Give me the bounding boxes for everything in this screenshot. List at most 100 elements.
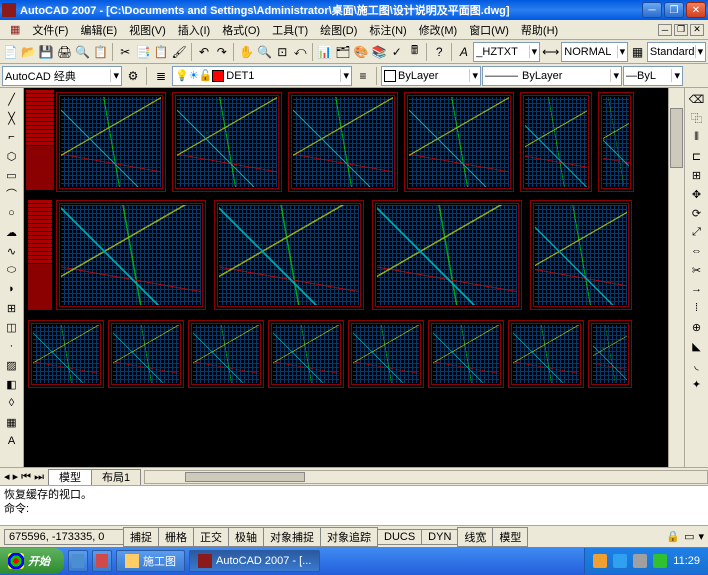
dimstyle-icon[interactable]: ⟷	[541, 42, 560, 62]
move-icon[interactable]: ✥	[687, 185, 707, 203]
tray-icon-2[interactable]	[613, 554, 627, 568]
doc-minimize[interactable]: ─	[658, 24, 672, 36]
erase-icon[interactable]: ⌫	[687, 90, 707, 108]
chamfer-icon[interactable]: ◣	[687, 337, 707, 355]
menu-tools[interactable]: 工具(T)	[266, 20, 314, 40]
new-icon[interactable]: 📄	[2, 42, 19, 62]
otrack-toggle[interactable]: 对象追踪	[320, 527, 378, 547]
zoom-win-icon[interactable]: ⊡	[274, 42, 291, 62]
grid-toggle[interactable]: 栅格	[158, 527, 194, 547]
line-icon[interactable]: ╱	[2, 90, 22, 108]
markup-icon[interactable]: ✓	[388, 42, 405, 62]
command-line[interactable]: 恢复缓存的视口。 命令:	[0, 485, 708, 525]
quick-launch[interactable]	[68, 550, 88, 572]
lwt-toggle[interactable]: 线宽	[457, 527, 493, 547]
insert-icon[interactable]: ⊞	[2, 299, 22, 317]
array-icon[interactable]: ⊞	[687, 166, 707, 184]
ellipse-icon[interactable]: ⬭	[2, 261, 22, 279]
sheetset-icon[interactable]: 📚	[370, 42, 387, 62]
designcenter-icon[interactable]: 🗂	[334, 42, 351, 62]
xline-icon[interactable]: ╳	[2, 109, 22, 127]
vertical-scrollbar[interactable]	[668, 88, 684, 467]
revcloud-icon[interactable]: ☁	[2, 223, 22, 241]
close-button[interactable]: ✕	[686, 2, 706, 18]
textstyle-combo[interactable]: _HZTXT▾	[473, 42, 540, 62]
preview-icon[interactable]: 🔍	[74, 42, 91, 62]
tablestyle-combo[interactable]: Standard▾	[647, 42, 706, 62]
cut-icon[interactable]: ✂	[117, 42, 134, 62]
drawing-canvas[interactable]	[24, 88, 668, 467]
task-folder[interactable]: 施工图	[116, 550, 185, 572]
doc-restore[interactable]: ❐	[674, 24, 688, 36]
paste-icon[interactable]: 📋	[153, 42, 170, 62]
hatch-icon[interactable]: ▨	[2, 356, 22, 374]
snap-toggle[interactable]: 捕捉	[123, 527, 159, 547]
menu-insert[interactable]: 插入(I)	[172, 20, 216, 40]
quick-launch-2[interactable]	[92, 550, 112, 572]
spline-icon[interactable]: ∿	[2, 242, 22, 260]
menu-view[interactable]: 视图(V)	[123, 20, 172, 40]
circle-icon[interactable]: ○	[2, 204, 22, 222]
menu-draw[interactable]: 绘图(D)	[314, 20, 363, 40]
pline-icon[interactable]: ⌐	[2, 128, 22, 146]
fillet-icon[interactable]: ◟	[687, 356, 707, 374]
start-button[interactable]: 开始	[0, 548, 64, 574]
copy-obj-icon[interactable]: ⿻	[687, 109, 707, 127]
menu-dimension[interactable]: 标注(N)	[363, 20, 412, 40]
tray-icon-3[interactable]	[633, 554, 647, 568]
doc-close[interactable]: ✕	[690, 24, 704, 36]
minimize-button[interactable]: ─	[642, 2, 662, 18]
layer-props-icon[interactable]: ≣	[151, 66, 171, 86]
layer-combo[interactable]: 💡☀🔓 DET1▾	[172, 66, 352, 86]
rectangle-icon[interactable]: ▭	[2, 166, 22, 184]
workspace-settings-icon[interactable]: ⚙	[123, 66, 143, 86]
rotate-icon[interactable]: ⟳	[687, 204, 707, 222]
menu-help[interactable]: 帮助(H)	[515, 20, 564, 40]
tablestyle-icon[interactable]: ▦	[629, 42, 646, 62]
model-toggle[interactable]: 模型	[492, 527, 528, 547]
color-combo[interactable]: ByLayer▾	[381, 66, 481, 86]
extend-icon[interactable]: →	[687, 280, 707, 298]
linetype-combo[interactable]: ———ByLayer▾	[482, 66, 622, 86]
publish-icon[interactable]: 📋	[92, 42, 109, 62]
osnap-toggle[interactable]: 对象捕捉	[263, 527, 321, 547]
statusbar-icon[interactable]: 🔒	[666, 530, 680, 543]
workspace-combo[interactable]: AutoCAD 经典▾	[2, 66, 122, 86]
offset-icon[interactable]: ⊏	[687, 147, 707, 165]
dimstyle-combo[interactable]: NORMAL▾	[561, 42, 628, 62]
match-icon[interactable]: 🖌	[171, 42, 188, 62]
polygon-icon[interactable]: ⬡	[2, 147, 22, 165]
tab-layout1[interactable]: 布局1	[91, 469, 141, 485]
menu-window[interactable]: 窗口(W)	[463, 20, 515, 40]
help-icon[interactable]: ?	[431, 42, 448, 62]
statusbar-icon-2[interactable]: ▭	[684, 530, 694, 543]
properties-icon[interactable]: 📊	[316, 42, 333, 62]
menu-file[interactable]: 文件(F)	[26, 20, 74, 40]
block-icon[interactable]: ◫	[2, 318, 22, 336]
clock[interactable]: 11:29	[673, 555, 700, 567]
zoom-rt-icon[interactable]: 🔍	[256, 42, 273, 62]
mirror-icon[interactable]: ⦀	[687, 128, 707, 146]
print-icon[interactable]: 🖨	[56, 42, 73, 62]
gradient-icon[interactable]: ◧	[2, 375, 22, 393]
menu-modify[interactable]: 修改(M)	[413, 20, 464, 40]
scale-icon[interactable]: ⤢	[687, 223, 707, 241]
layer-prev-icon[interactable]: ≡	[353, 66, 373, 86]
table-icon[interactable]: ▦	[2, 413, 22, 431]
menu-format[interactable]: 格式(O)	[216, 20, 266, 40]
arc-icon[interactable]: ⌒	[2, 185, 22, 203]
lineweight-combo[interactable]: —ByL▾	[623, 66, 683, 86]
explode-icon[interactable]: ✦	[687, 375, 707, 393]
ellipsearc-icon[interactable]: ◗	[2, 280, 22, 298]
region-icon[interactable]: ◊	[2, 394, 22, 412]
menu-edit[interactable]: 编辑(E)	[74, 20, 123, 40]
textstyle-icon[interactable]: A	[455, 42, 472, 62]
zoom-prev-icon[interactable]: ⤺	[292, 42, 309, 62]
ortho-toggle[interactable]: 正交	[193, 527, 229, 547]
stretch-icon[interactable]: ⇔	[687, 242, 707, 260]
trim-icon[interactable]: ✂	[687, 261, 707, 279]
undo-icon[interactable]: ↶	[196, 42, 213, 62]
toolpalette-icon[interactable]: 🎨	[353, 42, 370, 62]
system-tray[interactable]: 11:29	[584, 548, 708, 574]
mtext-icon[interactable]: A	[2, 432, 22, 450]
